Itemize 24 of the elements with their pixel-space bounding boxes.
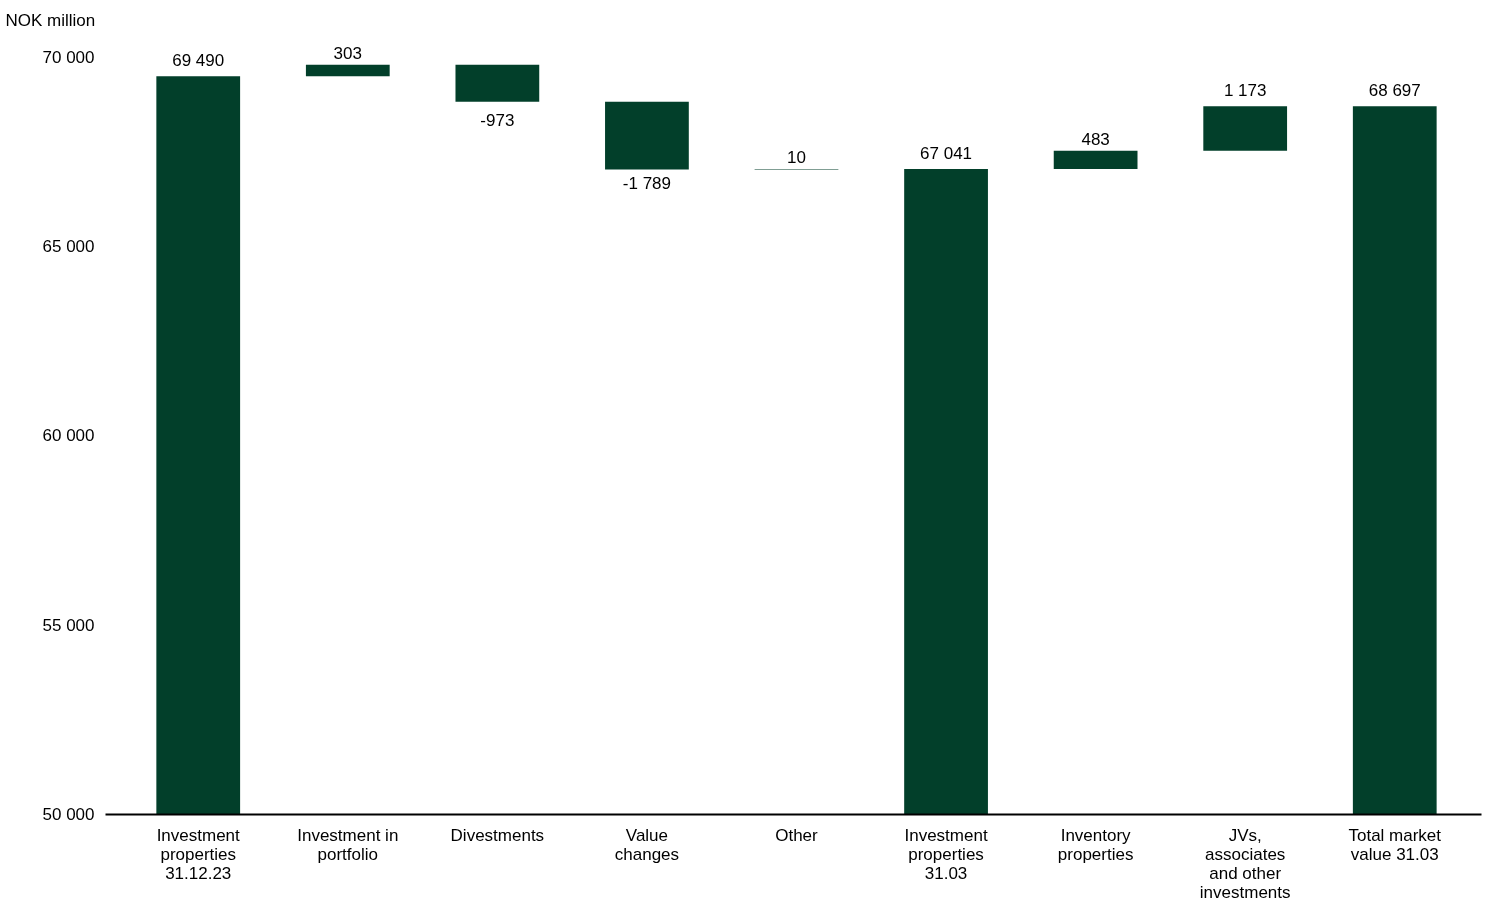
data-label: -1 789 xyxy=(622,174,672,194)
x-tick-label: Divestments xyxy=(450,825,545,845)
data-label: 69 490 xyxy=(172,51,225,71)
x-tick-label: Investment in portfolio xyxy=(297,825,399,864)
y-tick-label: 55 000 xyxy=(42,615,95,635)
x-tick-label: Value changes xyxy=(614,825,680,864)
data-label: -973 xyxy=(480,110,515,130)
data-label: 483 xyxy=(1081,129,1110,149)
x-tick-label: Investment properties 31.03 xyxy=(904,825,988,883)
data-label: 1 173 xyxy=(1223,81,1267,101)
x-tick-label: Investment properties 31.12.23 xyxy=(156,825,241,883)
x-tick-label: Other xyxy=(775,825,819,845)
y-tick-label: 60 000 xyxy=(42,426,95,446)
y-tick-label: 50 000 xyxy=(42,805,95,824)
data-label: 68 697 xyxy=(1368,81,1421,101)
y-tick-label: 65 000 xyxy=(42,236,95,256)
data-label: 10 xyxy=(787,148,806,168)
y-tick-label: 70 000 xyxy=(42,47,95,67)
data-label: 303 xyxy=(333,43,362,63)
x-tick-label: Total market value 31.03 xyxy=(1348,825,1442,864)
y-axis-title: NOK million xyxy=(5,10,96,30)
x-tick-label: JVs, associates and other investments xyxy=(1199,825,1291,902)
data-label: 67 041 xyxy=(920,144,973,164)
x-tick-label: Inventory properties xyxy=(1057,825,1134,864)
